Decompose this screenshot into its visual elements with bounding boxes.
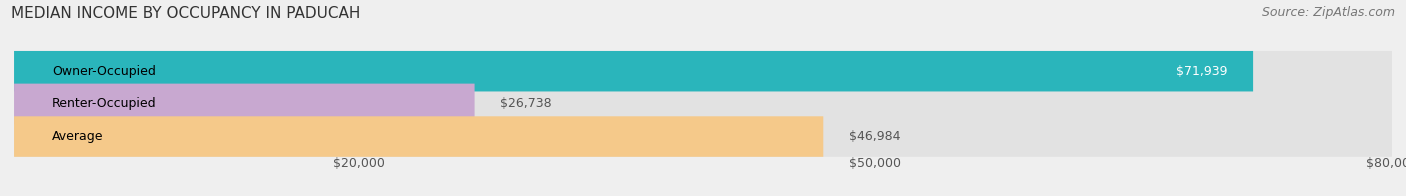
FancyBboxPatch shape: [14, 51, 1392, 92]
FancyBboxPatch shape: [14, 84, 475, 124]
Text: Renter-Occupied: Renter-Occupied: [52, 97, 156, 110]
Text: Owner-Occupied: Owner-Occupied: [52, 65, 156, 78]
Text: $46,984: $46,984: [849, 130, 901, 143]
Text: Source: ZipAtlas.com: Source: ZipAtlas.com: [1261, 6, 1395, 19]
FancyBboxPatch shape: [14, 116, 824, 157]
FancyBboxPatch shape: [14, 84, 1392, 124]
Text: MEDIAN INCOME BY OCCUPANCY IN PADUCAH: MEDIAN INCOME BY OCCUPANCY IN PADUCAH: [11, 6, 360, 21]
Text: $26,738: $26,738: [501, 97, 553, 110]
FancyBboxPatch shape: [14, 116, 1392, 157]
Text: Average: Average: [52, 130, 104, 143]
Text: $71,939: $71,939: [1175, 65, 1227, 78]
FancyBboxPatch shape: [14, 51, 1253, 92]
